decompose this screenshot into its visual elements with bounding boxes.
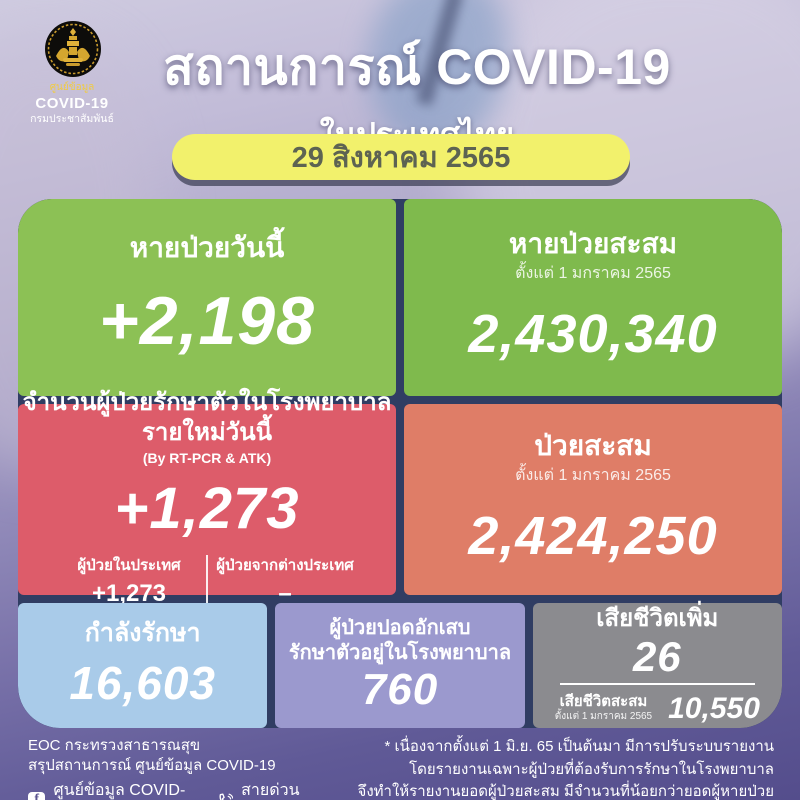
card-in-treatment: กำลังรักษา 16,603	[18, 603, 268, 728]
new-cases-value: +1,273	[114, 476, 300, 542]
card-subtitle: ตั้งแต่ 1 มกราคม 2565	[515, 265, 671, 283]
deaths-total-label: เสียชีวิตสะสม	[559, 692, 648, 710]
card-title-line3: (By RT-PCR & ATK)	[142, 450, 272, 467]
card-subtitle: ตั้งแต่ 1 มกราคม 2565	[515, 467, 671, 485]
card-recovered-today: หายป่วยวันนี้ +2,198	[18, 199, 396, 396]
card-title-line1: จำนวนผู้ป่วยรักษาตัวในโรงพยาบาล	[22, 389, 392, 417]
footer-note-line1: * เนื่องจากตั้งแต่ 1 มิ.ย. 65 เป็นต้นมา …	[384, 738, 774, 755]
vertical-divider	[206, 554, 208, 611]
card-title-line2: รักษาตัวอยู่ในโรงพยาบาล	[288, 642, 512, 665]
recovered-today-value: +2,198	[99, 282, 315, 359]
deaths-value: 26	[632, 633, 682, 680]
logo-line-department: กรมประชาสัมพันธ์	[30, 113, 114, 126]
card-recovered-total: หายป่วยสะสม ตั้งแต่ 1 มกราคม 2565 2,430,…	[404, 199, 782, 396]
logo-line-covid: COVID-19	[35, 94, 109, 112]
footer-source-line2: สรุปสถานการณ์ ศูนย์ข้อมูล COVID-19	[28, 757, 276, 775]
card-title: ป่วยสะสม	[534, 429, 652, 461]
footer-contact: f ศูนย์ข้อมูล COVID-19 สายด่วน 1111	[28, 780, 333, 800]
department-emblem-icon	[45, 21, 101, 77]
domestic-value: +1,273	[91, 579, 167, 607]
footer-note-line2: โดยรายงานเฉพาะผู้ป่วยที่ต้องรับการรักษาใ…	[409, 760, 774, 778]
deaths-total-labels: เสียชีวิตสะสม ตั้งแต่ 1 มกราคม 2565	[554, 692, 653, 724]
agency-logo-text: ศูนย์ข้อมูล COVID-19 กรมประชาสัมพันธ์	[17, 82, 127, 126]
abroad-value: –	[278, 579, 292, 607]
pneumonia-value: 760	[361, 665, 439, 715]
card-title: หายป่วยวันนี้	[129, 232, 285, 264]
card-new-cases: จำนวนผู้ป่วยรักษาตัวในโรงพยาบาล รายใหม่ว…	[18, 389, 396, 611]
phone-icon	[219, 793, 234, 800]
card-pneumonia: ผู้ป่วยปอดอักเสบ รักษาตัวอยู่ในโรงพยาบาล…	[275, 603, 525, 728]
recovered-total-value: 2,430,340	[468, 304, 718, 364]
footer-source-line1: EOC กระทรวงสาธารณสุข	[28, 737, 201, 754]
card-title: เสียชีวิตเพิ่ม	[596, 604, 719, 632]
card-deaths: เสียชีวิตเพิ่ม 26 เสียชีวิตสะสม ตั้งแต่ …	[532, 603, 782, 728]
footer: EOC กระทรวงสาธารณสุข สรุปสถานการณ์ ศูนย์…	[0, 728, 800, 800]
facebook-page-label: ศูนย์ข้อมูล COVID-19	[53, 781, 186, 799]
facebook-icon: f	[28, 792, 46, 800]
domestic-label: ผู้ป่วยในประเทศ	[77, 557, 181, 575]
footer-source: EOC กระทรวงสาธารณสุข สรุปสถานการณ์ ศูนย์…	[28, 736, 333, 800]
stats-grid: หายป่วยวันนี้ +2,198 หายป่วยสะสม ตั้งแต่…	[18, 199, 782, 728]
cases-total-value: 2,424,250	[468, 506, 718, 566]
card-cases-total: ป่วยสะสม ตั้งแต่ 1 มกราคม 2565 2,424,250	[404, 404, 782, 595]
card-title: หายป่วยสะสม	[508, 227, 678, 259]
card-title-line1: ผู้ป่วยปอดอักเสบ	[329, 617, 471, 640]
deaths-total: เสียชีวิตสะสม ตั้งแต่ 1 มกราคม 2565 10,5…	[555, 689, 760, 728]
new-cases-breakdown: ผู้ป่วยในประเทศ +1,273 ผู้ป่วยจากต่างประ…	[18, 554, 396, 611]
domestic-cases: ผู้ป่วยในประเทศ +1,273	[52, 556, 206, 609]
abroad-cases: ผู้ป่วยจากต่างประเทศ –	[208, 556, 362, 609]
date-banner: 29 สิงหาคม 2565	[172, 134, 630, 180]
hotline-label: สายด่วน 1111	[241, 781, 300, 799]
card-title: กำลังรักษา	[84, 619, 201, 648]
in-treatment-value: 16,603	[69, 656, 217, 709]
deaths-total-sub: ตั้งแต่ 1 มกราคม 2565	[554, 711, 653, 723]
logo-line-datacenter: ศูนย์ข้อมูล	[49, 82, 95, 93]
deaths-total-value: 10,550	[668, 692, 760, 726]
abroad-label: ผู้ป่วยจากต่างประเทศ	[216, 557, 354, 575]
card-title-line2: รายใหม่วันนี้	[141, 419, 273, 447]
horizontal-divider	[560, 683, 755, 686]
page-title: สถานการณ์ COVID-19	[163, 39, 671, 95]
footer-note-line3: จึงทำให้รายงานยอดผู้ป่วยสะสม มีจำนวนที่น…	[357, 783, 774, 800]
footer-note: * เนื่องจากตั้งแต่ 1 มิ.ย. 65 เป็นต้นมา …	[333, 736, 774, 800]
